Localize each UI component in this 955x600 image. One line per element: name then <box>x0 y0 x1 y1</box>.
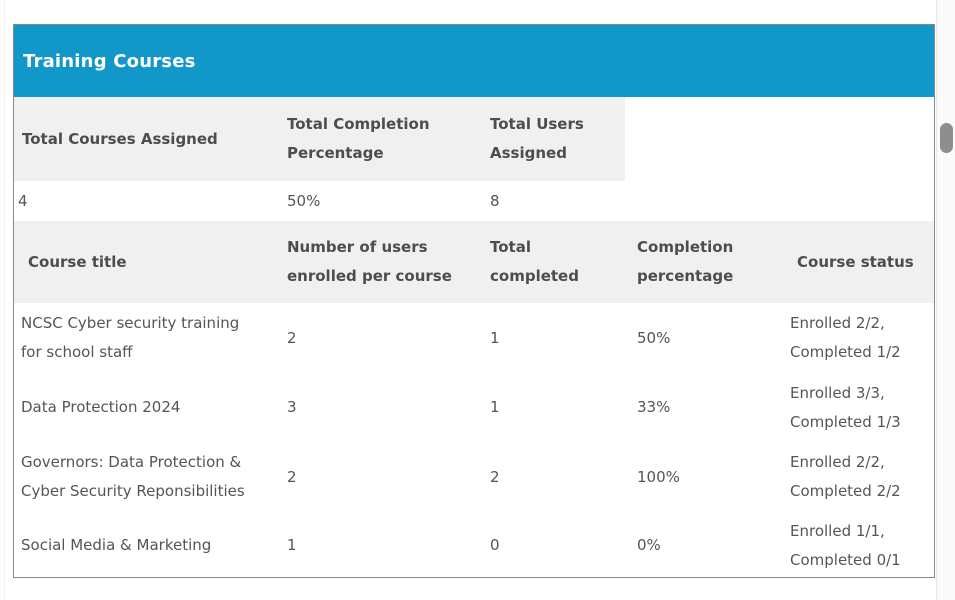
total-completion-percentage-value: 50% <box>287 191 321 210</box>
course-title: Social Media & Marketing <box>21 536 212 554</box>
col-users-enrolled: Number of users enrolled per course <box>287 238 452 285</box>
panel-title: Training Courses <box>23 50 196 72</box>
course-status: Enrolled 3/3, Completed 1/3 <box>790 383 901 431</box>
total-courses-assigned-value: 4 <box>18 191 28 210</box>
course-status: Enrolled 2/2, Completed 1/2 <box>790 314 901 361</box>
course-completion-percentage: 0% <box>637 536 661 554</box>
summary-col-total-courses-assigned: Total Courses Assigned <box>22 129 218 148</box>
course-completed-count: 1 <box>490 398 500 416</box>
course-enrolled-count: 3 <box>287 398 297 416</box>
course-completed-count: 0 <box>490 536 500 554</box>
page-edge-divider <box>4 0 5 600</box>
summary-col-total-completion-percentage: Total Completion Percentage <box>287 115 430 162</box>
course-completion-percentage: 50% <box>637 328 671 347</box>
table-row: Social Media & Marketing 1 0 0% Enrolled… <box>14 512 934 577</box>
course-completed-count: 1 <box>490 328 500 347</box>
scrollbar-thumb[interactable] <box>940 123 953 153</box>
course-status: Enrolled 1/1, Completed 0/1 <box>790 521 901 569</box>
course-title: Data Protection 2024 <box>21 398 181 416</box>
course-completion-percentage: 100% <box>637 467 680 486</box>
panel-header: Training Courses <box>14 25 934 97</box>
summary-table-values: 4 50% 8 <box>14 181 625 221</box>
course-status: Enrolled 2/2, Completed 2/2 <box>790 453 901 500</box>
table-row: Governors: Data Protection & Cyber Secur… <box>14 442 934 512</box>
course-enrolled-count: 2 <box>287 328 297 347</box>
vertical-scrollbar[interactable] <box>936 0 955 600</box>
summary-col-total-users-assigned: Total Users Assigned <box>490 115 584 162</box>
table-row: Data Protection 2024 3 1 33% Enrolled 3/… <box>14 373 934 442</box>
col-completion-percentage: Completion percentage <box>637 238 734 285</box>
col-course-status: Course status <box>797 252 914 271</box>
table-row: NCSC Cyber security training for school … <box>14 303 934 373</box>
training-courses-panel: Training Courses Total Courses Assigned … <box>13 24 935 578</box>
course-enrolled-count: 2 <box>287 467 297 486</box>
col-course-title: Course title <box>28 252 127 271</box>
course-enrolled-count: 1 <box>287 536 297 554</box>
course-title: Governors: Data Protection & Cyber Secur… <box>21 453 245 500</box>
courses-table-header: Course title Number of users enrolled pe… <box>14 221 934 303</box>
course-completion-percentage: 33% <box>637 398 671 416</box>
course-completed-count: 2 <box>490 467 500 486</box>
course-title: NCSC Cyber security training for school … <box>21 314 240 361</box>
total-users-assigned-value: 8 <box>490 191 500 210</box>
col-total-completed: Total completed <box>490 238 579 285</box>
summary-table-header: Total Courses Assigned Total Completion … <box>14 97 625 181</box>
